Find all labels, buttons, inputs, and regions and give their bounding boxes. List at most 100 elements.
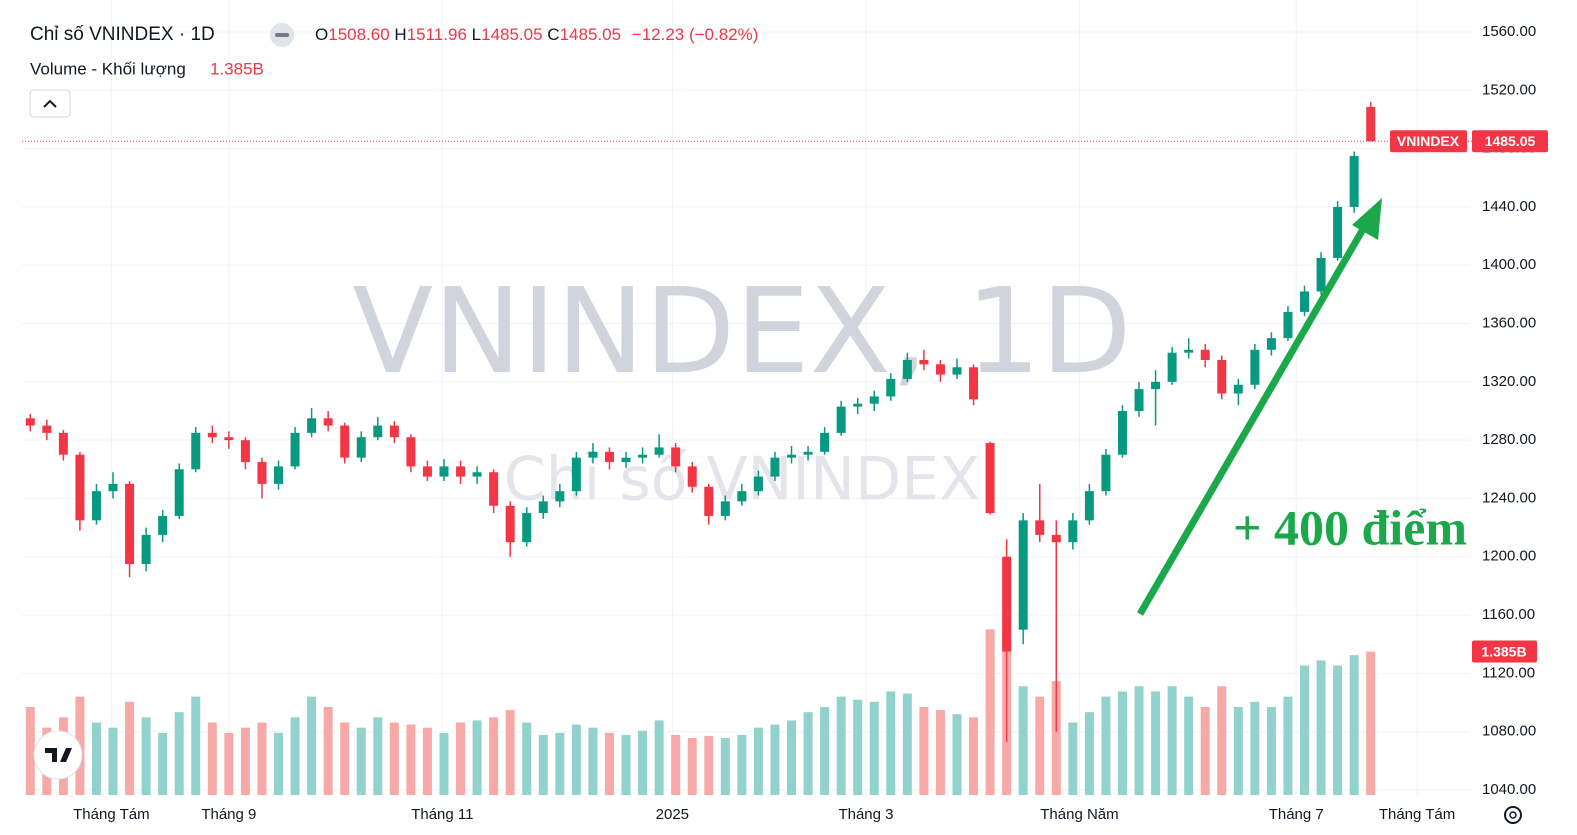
candle-body xyxy=(472,472,482,477)
candle-body xyxy=(654,447,664,455)
volume-bar xyxy=(307,696,317,795)
x-tick-label: Tháng Tám xyxy=(73,806,149,823)
candle-body xyxy=(803,451,813,455)
volume-bar xyxy=(108,727,118,795)
candle-body xyxy=(555,491,565,502)
candle-body xyxy=(538,501,548,514)
volume-bar xyxy=(1349,655,1359,795)
candle-body xyxy=(853,403,863,407)
volume-bar xyxy=(373,717,383,795)
volume-bar xyxy=(522,722,532,795)
candle-body xyxy=(1266,338,1276,350)
volume-bar xyxy=(389,722,399,795)
volume-bar xyxy=(274,732,284,795)
candle-body xyxy=(1101,454,1111,492)
candle-body xyxy=(836,406,846,433)
y-tick-label: 1280.00 xyxy=(1482,431,1536,448)
candle-body xyxy=(621,457,631,463)
candle-body xyxy=(588,451,598,458)
y-tick-label: 1120.00 xyxy=(1482,664,1535,681)
volume-bar xyxy=(1117,691,1127,795)
volume-value: 1.385B xyxy=(210,59,264,78)
volume-bar xyxy=(1300,665,1310,795)
candle-body xyxy=(75,454,85,521)
trend-arrow-head xyxy=(1352,198,1382,240)
volume-bar xyxy=(91,722,101,795)
candle-body xyxy=(174,469,184,516)
collapse-button[interactable] xyxy=(29,89,71,118)
candle-body xyxy=(373,425,383,438)
candle-body xyxy=(505,505,515,543)
volume-bar xyxy=(604,732,614,795)
y-tick-label: 1400.00 xyxy=(1482,256,1536,273)
y-tick-label: 1040.00 xyxy=(1482,781,1536,798)
candle-body xyxy=(638,454,648,458)
volume-bar xyxy=(1084,712,1094,795)
volume-tag-bg xyxy=(1472,640,1537,663)
candle-body xyxy=(919,359,929,365)
logo[interactable] xyxy=(33,730,83,780)
volume-bar xyxy=(439,732,449,795)
volume-bar xyxy=(952,714,962,795)
legend-label: H xyxy=(394,25,406,44)
volume-bar xyxy=(207,722,217,795)
candle-body xyxy=(158,515,168,535)
volume-bar xyxy=(1018,686,1028,795)
volume-bar xyxy=(853,699,863,795)
volume-bar xyxy=(704,735,714,795)
candle-body xyxy=(1002,556,1012,652)
x-tick-label: Tháng 9 xyxy=(201,806,256,823)
settings-icon[interactable] xyxy=(1504,806,1522,824)
y-tick-label: 1520.00 xyxy=(1482,81,1536,98)
y-tick-label: 1440.00 xyxy=(1482,198,1536,215)
candle-body xyxy=(290,432,300,467)
volume-bar xyxy=(1333,665,1343,795)
volume-bar xyxy=(902,693,912,795)
volume-bar xyxy=(1250,701,1260,795)
volume-bar xyxy=(836,696,846,795)
candle-body xyxy=(191,432,201,470)
candle-body xyxy=(406,437,416,467)
settings-icon-center xyxy=(1509,811,1517,819)
volume-bar xyxy=(687,738,697,795)
candle-body xyxy=(240,440,250,463)
volume-bar xyxy=(1283,696,1293,795)
candle-body xyxy=(1366,106,1376,142)
candle-body xyxy=(323,418,333,426)
candle-body xyxy=(224,437,234,441)
candle-body xyxy=(720,501,730,516)
volume-bar xyxy=(1217,686,1227,795)
candle-body xyxy=(522,513,532,543)
legend-label: O xyxy=(315,25,328,44)
candle-body xyxy=(1068,520,1078,543)
volume-bar xyxy=(1266,706,1276,795)
candle-body xyxy=(439,466,449,477)
volume-bar xyxy=(671,734,681,795)
volume-bar xyxy=(1068,722,1078,795)
volume-bar xyxy=(588,727,598,795)
volume-bar xyxy=(472,720,482,795)
axis-layer: 1040.00 1080.00 1120.00 1160.00 1200.00 1240.… xyxy=(73,23,1548,823)
legend-value: 1508.60 xyxy=(328,25,389,44)
volume-title: Volume - Khối lượng xyxy=(30,59,186,78)
volume-bar xyxy=(323,706,333,795)
volume-bar xyxy=(571,724,581,795)
chevron-icon xyxy=(43,99,57,108)
price-tag-value: 1485.05 xyxy=(1485,133,1536,149)
candle-body xyxy=(1250,349,1260,385)
candle-body xyxy=(257,462,267,484)
volume-bar xyxy=(422,727,432,795)
legend-value: 1511.96 xyxy=(407,25,467,44)
candle-body xyxy=(1134,389,1144,411)
logo-mark xyxy=(45,748,72,762)
candle-body xyxy=(389,425,399,438)
candle-body xyxy=(1316,257,1326,292)
candle-body xyxy=(1333,206,1343,258)
status-icon xyxy=(275,33,289,37)
candle-body xyxy=(1200,349,1210,360)
candle-body xyxy=(753,476,763,492)
volume-bar xyxy=(141,717,151,795)
y-tick-label: 1080.00 xyxy=(1482,723,1536,740)
volume-bar xyxy=(621,734,631,795)
legend-value: 1485.05 xyxy=(481,25,542,44)
